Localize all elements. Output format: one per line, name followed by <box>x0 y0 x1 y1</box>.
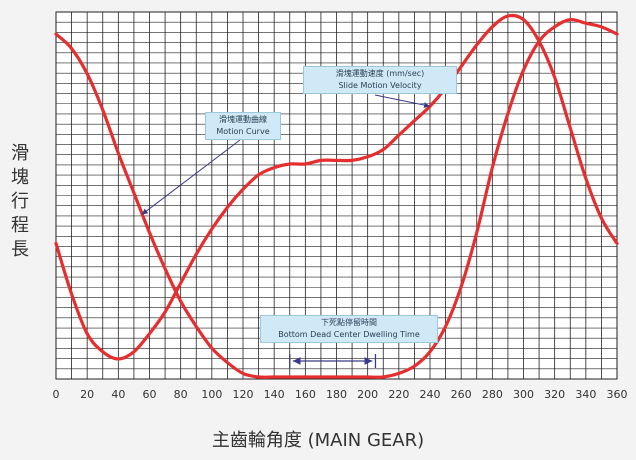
x-tick-label: 360 <box>607 388 628 401</box>
x-axis-label: 主齒輪角度 (MAIN GEAR) <box>211 430 425 451</box>
x-tick-label: 280 <box>482 388 503 401</box>
x-tick-labels: 0 20 40 60 80 100 120 140 160 180 200 220 240 260 280 3… <box>53 388 628 401</box>
x-tick-label: 260 <box>451 388 472 401</box>
x-tick-label: 100 <box>201 388 222 401</box>
curves <box>54 13 619 379</box>
x-tick-label: 240 <box>420 388 441 401</box>
x-tick-label: 120 <box>233 388 254 401</box>
velocity-callout-zh: 滑塊運動速度 (mm/sec) <box>335 69 425 78</box>
x-tick-label: 300 <box>513 388 534 401</box>
x-tick-label: 200 <box>357 388 378 401</box>
x-tick-label: 340 <box>575 388 596 401</box>
x-tick-label: 180 <box>326 388 347 401</box>
motion-curve-callout: 滑塊運動曲線 Motion Curve <box>205 112 281 140</box>
y-axis-label: 滑塊行程長 <box>11 143 29 260</box>
grid <box>55 12 618 379</box>
dwell-callout-zh: 下死點停留時間 <box>321 318 377 327</box>
motion-curve-callout-en: Motion Curve <box>216 127 270 136</box>
x-tick-label: 60 <box>143 388 157 401</box>
velocity-callout-en: Slide Motion Velocity <box>338 81 422 90</box>
x-tick-label: 320 <box>544 388 565 401</box>
series-line-motion-curve <box>54 17 619 379</box>
series-line-slide-velocity <box>54 13 619 361</box>
x-tick-label: 0 <box>53 388 60 401</box>
dwell-callout: 下死點停留時間 Bottom Dead Center Dwelling Time <box>260 315 438 343</box>
x-tick-label: 140 <box>264 388 285 401</box>
annotation-arrows <box>141 94 431 368</box>
dwell-callout-en: Bottom Dead Center Dwelling Time <box>278 330 420 339</box>
motion-curve-callout-zh: 滑塊運動曲線 <box>219 115 267 124</box>
x-tick-label: 80 <box>174 388 188 401</box>
motion-curve-arrow <box>141 139 241 215</box>
x-tick-label: 20 <box>80 388 94 401</box>
velocity-arrow <box>374 94 431 108</box>
x-tick-label: 40 <box>111 388 125 401</box>
x-tick-label: 160 <box>295 388 316 401</box>
velocity-callout: 滑塊運動速度 (mm/sec) Slide Motion Velocity <box>303 66 457 94</box>
x-tick-label: 220 <box>388 388 409 401</box>
